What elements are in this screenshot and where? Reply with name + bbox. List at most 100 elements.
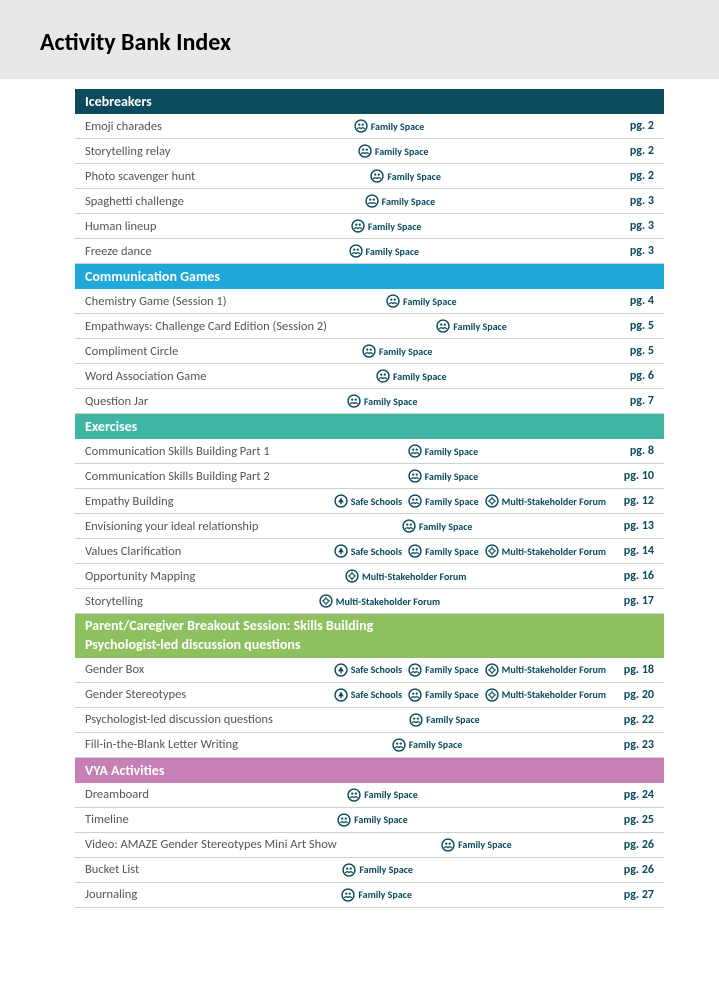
section-title-line1: Parent/Caregiver Breakout Session: Skill…: [85, 617, 654, 636]
tag-label: Family Space: [375, 145, 429, 158]
section-header-vya: VYA Activities: [75, 758, 664, 783]
section-header-exercises: Exercises: [75, 414, 664, 439]
family-tag: Family Space: [408, 663, 479, 677]
tag-group: Family Space: [147, 888, 606, 902]
family-icon: [347, 788, 361, 802]
activity-title: Chemistry Game (Session 1): [85, 294, 237, 309]
family-tag: Family Space: [408, 469, 479, 483]
index-row: Freeze dance Family Spacepg. 3: [75, 239, 664, 264]
family-icon: [370, 169, 384, 183]
tag-group: Safe Schools Family Space Multi-Stakehol…: [196, 688, 606, 702]
family-tag: Family Space: [365, 194, 436, 208]
index-row: Journaling Family Space pg. 27: [75, 883, 664, 908]
page-number: pg. 6: [606, 369, 654, 383]
family-icon: [436, 319, 450, 333]
activity-title: Envisioning your ideal relationship: [85, 519, 268, 534]
tag-label: Family Space: [409, 738, 463, 751]
page-number: pg. 7: [606, 394, 654, 408]
activity-title: Communication Skills Building Part 1: [85, 444, 280, 459]
safe-tag: Safe Schools: [334, 494, 402, 508]
tag-group: Family Space: [205, 169, 606, 183]
section-header-parent: Parent/Caregiver Breakout Session: Skill…: [75, 614, 664, 658]
page-number: pg. 5: [606, 344, 654, 358]
page-number: pg. 26: [606, 863, 654, 877]
page-number: pg. 18: [606, 663, 654, 677]
multi-tag: Multi-Stakeholder Forum: [485, 688, 606, 702]
activity-title: Values Clarification: [85, 544, 191, 559]
tag-group: Family Space: [172, 119, 606, 133]
family-icon: [408, 469, 422, 483]
index-row: Communication Skills Building Part 2 Fam…: [75, 464, 664, 489]
family-tag: Family Space: [376, 369, 447, 383]
tag-group: Multi-Stakeholder Forum: [205, 569, 606, 583]
tag-label: Safe Schools: [351, 545, 402, 558]
page-number: pg. 13: [606, 519, 654, 533]
index-row: Bucket List Family Spacepg. 26: [75, 858, 664, 883]
activity-title: Opportunity Mapping: [85, 569, 205, 584]
family-tag: Family Space: [370, 169, 441, 183]
family-icon: [408, 688, 422, 702]
tag-label: Family Space: [387, 170, 441, 183]
tag-label: Family Space: [425, 445, 479, 458]
index-row: Psychologist-led discussion questions Fa…: [75, 708, 664, 733]
page-number: pg. 14: [606, 544, 654, 558]
index-row: Chemistry Game (Session 1) Family Spacep…: [75, 289, 664, 314]
family-tag: Family Space: [347, 788, 418, 802]
family-tag: Family Space: [362, 344, 433, 358]
family-icon: [337, 813, 351, 827]
activity-title: Storytelling relay: [85, 144, 180, 159]
page-number: pg. 12: [606, 494, 654, 508]
page-number: pg. 27: [606, 888, 654, 902]
tag-label: Family Space: [453, 320, 507, 333]
index-row: Empathy Building Safe Schools Family Spa…: [75, 489, 664, 514]
activity-title: Storytelling: [85, 594, 153, 609]
tag-label: Family Space: [403, 295, 457, 308]
section-header-communication: Communication Games: [75, 264, 664, 289]
index-row: Emoji charades Family Spacepg. 2: [75, 114, 664, 139]
tag-label: Family Space: [371, 120, 425, 133]
activity-title: Journaling: [85, 887, 147, 902]
multi-tag: Multi-Stakeholder Forum: [485, 494, 606, 508]
tag-label: Family Space: [354, 813, 408, 826]
tag-group: Family Space: [337, 319, 606, 333]
safe-icon: [334, 688, 348, 702]
tag-label: Family Space: [368, 220, 422, 233]
tag-group: Family Space: [248, 738, 606, 752]
family-icon: [408, 494, 422, 508]
tag-group: Safe Schools Family Space Multi-Stakehol…: [184, 494, 606, 508]
family-tag: Family Space: [408, 444, 479, 458]
activity-title: Empathways: Challenge Card Edition (Sess…: [85, 319, 337, 334]
index-table: IcebreakersEmoji charades Family Spacepg…: [0, 79, 719, 948]
index-row: Storytelling Multi-Stakeholder Forum pg. …: [75, 589, 664, 614]
index-row: Dreamboard Family Spacepg. 24: [75, 783, 664, 808]
tag-group: Family Space: [162, 244, 606, 258]
family-tag: Family Space: [392, 738, 463, 752]
family-tag: Family Space: [349, 244, 420, 258]
index-row: Human lineup Family Spacepg. 3: [75, 214, 664, 239]
tag-label: Family Space: [425, 470, 479, 483]
activity-title: Communication Skills Building Part 2: [85, 469, 280, 484]
tag-group: Family Space: [149, 863, 606, 877]
multi-icon: [485, 544, 499, 558]
page-number: pg. 17: [606, 594, 654, 608]
family-icon: [351, 219, 365, 233]
family-tag: Family Space: [409, 713, 480, 727]
page-number: pg. 8: [606, 444, 654, 458]
page-title: Activity Bank Index: [40, 28, 679, 57]
family-icon: [408, 544, 422, 558]
tag-group: Safe Schools Family Space Multi-Stakehol…: [191, 544, 606, 558]
multi-icon: [345, 569, 359, 583]
section-header-icebreakers: Icebreakers: [75, 89, 664, 114]
family-icon: [347, 394, 361, 408]
family-icon: [392, 738, 406, 752]
section-title-line2: Psychologist-led discussion questions: [85, 636, 654, 655]
tag-label: Multi-Stakeholder Forum: [502, 688, 606, 701]
family-icon: [362, 344, 376, 358]
tag-group: Safe Schools Family Space Multi-Stakehol…: [154, 663, 606, 677]
multi-icon: [485, 688, 499, 702]
family-tag: Family Space: [436, 319, 507, 333]
tag-group: Family Space: [237, 294, 606, 308]
safe-tag: Safe Schools: [334, 688, 402, 702]
multi-tag: Multi-Stakeholder Forum: [319, 594, 440, 608]
family-tag: Family Space: [341, 888, 412, 902]
